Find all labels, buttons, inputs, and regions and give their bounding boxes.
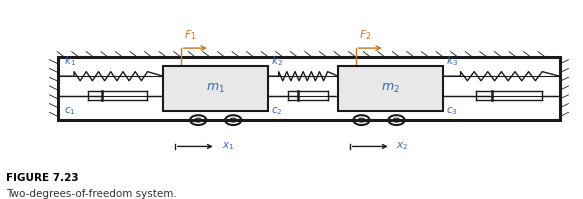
Text: $c_1$: $c_1$ bbox=[64, 105, 76, 117]
Text: $k_1$: $k_1$ bbox=[64, 55, 76, 68]
Bar bbox=[338, 66, 443, 111]
Text: $c_2$: $c_2$ bbox=[271, 105, 283, 117]
Text: $F_1$: $F_1$ bbox=[184, 28, 196, 42]
Text: Two-degrees-of-freedom system.: Two-degrees-of-freedom system. bbox=[6, 189, 177, 199]
Text: $x_1$: $x_1$ bbox=[222, 140, 234, 152]
Text: $F_2$: $F_2$ bbox=[359, 28, 371, 42]
Text: $k_3$: $k_3$ bbox=[446, 55, 458, 68]
Text: $x_2$: $x_2$ bbox=[396, 140, 409, 152]
Bar bbox=[58, 57, 560, 120]
Text: FIGURE 7.23: FIGURE 7.23 bbox=[6, 173, 79, 183]
Text: $k_2$: $k_2$ bbox=[271, 55, 283, 68]
Text: $c_3$: $c_3$ bbox=[446, 105, 458, 117]
Bar bbox=[163, 66, 268, 111]
Text: $m_1$: $m_1$ bbox=[206, 82, 225, 95]
Text: $m_2$: $m_2$ bbox=[381, 82, 400, 95]
